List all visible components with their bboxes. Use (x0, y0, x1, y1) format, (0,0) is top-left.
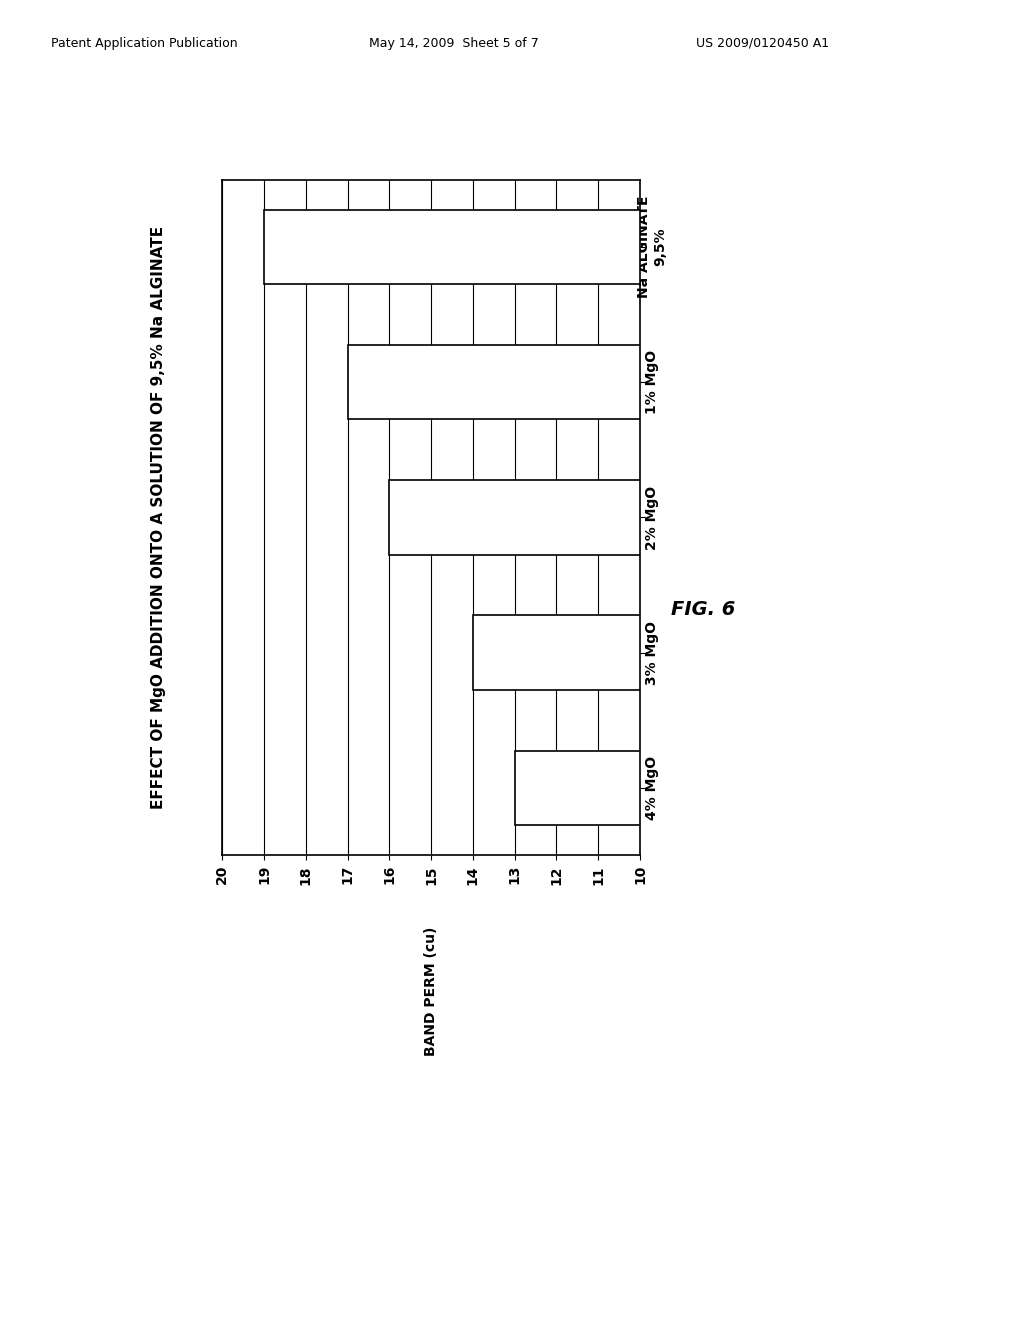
X-axis label: BAND PERM (cu): BAND PERM (cu) (424, 927, 438, 1056)
Text: FIG. 6: FIG. 6 (671, 601, 735, 619)
Bar (347, 345, 640, 420)
Bar (389, 480, 640, 554)
Bar (264, 210, 640, 284)
Bar (473, 615, 640, 690)
Text: May 14, 2009  Sheet 5 of 7: May 14, 2009 Sheet 5 of 7 (369, 37, 539, 50)
Text: Patent Application Publication: Patent Application Publication (51, 37, 238, 50)
Bar (515, 751, 640, 825)
Text: US 2009/0120450 A1: US 2009/0120450 A1 (696, 37, 829, 50)
Text: EFFECT OF MgO ADDITION ONTO A SOLUTION OF 9,5% Na ALGINATE: EFFECT OF MgO ADDITION ONTO A SOLUTION O… (152, 226, 166, 809)
